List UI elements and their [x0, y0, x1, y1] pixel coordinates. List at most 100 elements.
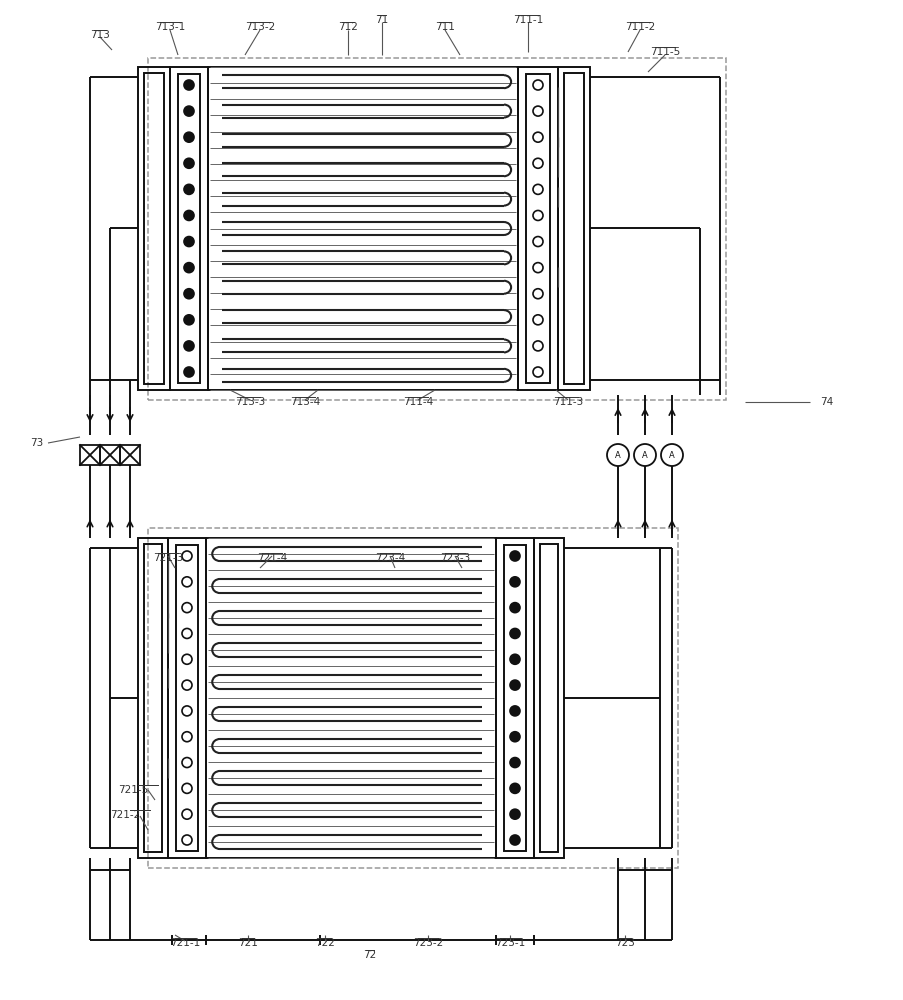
- Text: A: A: [614, 450, 620, 460]
- Circle shape: [509, 654, 519, 664]
- Circle shape: [182, 732, 191, 742]
- Circle shape: [606, 444, 628, 466]
- Bar: [517, 67, 557, 390]
- Text: 723-4: 723-4: [375, 553, 405, 563]
- Text: A: A: [641, 450, 647, 460]
- Circle shape: [182, 577, 191, 587]
- Circle shape: [509, 551, 519, 561]
- Circle shape: [509, 835, 519, 845]
- Bar: [148, 58, 725, 400]
- Circle shape: [509, 680, 519, 690]
- Bar: [539, 544, 557, 852]
- Text: 723-1: 723-1: [494, 938, 525, 948]
- Circle shape: [182, 809, 191, 819]
- Circle shape: [533, 263, 543, 273]
- Circle shape: [509, 577, 519, 587]
- Circle shape: [182, 706, 191, 716]
- Text: 711-4: 711-4: [403, 397, 433, 407]
- Circle shape: [184, 263, 194, 273]
- Circle shape: [533, 106, 543, 116]
- Circle shape: [184, 106, 194, 116]
- Text: 713-4: 713-4: [290, 397, 320, 407]
- Circle shape: [533, 210, 543, 220]
- Circle shape: [184, 341, 194, 351]
- Text: 73: 73: [30, 438, 43, 448]
- Bar: [120, 445, 140, 465]
- Bar: [563, 73, 583, 384]
- Text: 711-1: 711-1: [512, 15, 543, 25]
- Text: 721-4: 721-4: [256, 553, 287, 563]
- Circle shape: [184, 158, 194, 168]
- Bar: [206, 538, 496, 858]
- Circle shape: [184, 289, 194, 299]
- Text: A: A: [668, 450, 675, 460]
- Circle shape: [184, 315, 194, 325]
- Text: 722: 722: [315, 938, 335, 948]
- Bar: [148, 528, 677, 868]
- Text: 72: 72: [363, 950, 377, 960]
- Circle shape: [509, 758, 519, 768]
- Bar: [208, 67, 517, 390]
- Bar: [176, 545, 198, 851]
- Bar: [496, 538, 534, 858]
- Text: 721-1: 721-1: [170, 938, 200, 948]
- Bar: [534, 538, 563, 858]
- Text: 721-3: 721-3: [153, 553, 183, 563]
- Circle shape: [509, 732, 519, 742]
- Text: 723: 723: [614, 938, 634, 948]
- Text: 74: 74: [819, 397, 833, 407]
- Circle shape: [182, 680, 191, 690]
- Text: 721-2: 721-2: [109, 810, 140, 820]
- Circle shape: [533, 132, 543, 142]
- Circle shape: [533, 315, 543, 325]
- Bar: [504, 545, 526, 851]
- Circle shape: [533, 80, 543, 90]
- Circle shape: [533, 158, 543, 168]
- Text: 711-5: 711-5: [649, 47, 679, 57]
- Text: 713: 713: [90, 30, 110, 40]
- Bar: [526, 74, 549, 383]
- Text: 723-2: 723-2: [413, 938, 442, 948]
- Bar: [138, 538, 168, 858]
- Circle shape: [533, 184, 543, 194]
- Circle shape: [182, 628, 191, 638]
- Circle shape: [182, 783, 191, 793]
- Circle shape: [509, 783, 519, 793]
- Circle shape: [182, 603, 191, 613]
- Text: 723-3: 723-3: [440, 553, 470, 563]
- Circle shape: [182, 835, 191, 845]
- Text: 71: 71: [375, 15, 388, 25]
- Bar: [170, 67, 208, 390]
- Bar: [557, 67, 590, 390]
- Bar: [144, 73, 163, 384]
- Circle shape: [184, 210, 194, 220]
- Circle shape: [182, 654, 191, 664]
- Circle shape: [184, 80, 194, 90]
- Text: 721: 721: [237, 938, 257, 948]
- Circle shape: [184, 132, 194, 142]
- Bar: [138, 67, 170, 390]
- Circle shape: [509, 628, 519, 638]
- Circle shape: [533, 237, 543, 247]
- Circle shape: [533, 367, 543, 377]
- Bar: [178, 74, 200, 383]
- Bar: [168, 538, 206, 858]
- Bar: [100, 445, 120, 465]
- Text: 711-3: 711-3: [553, 397, 582, 407]
- Circle shape: [509, 706, 519, 716]
- Circle shape: [509, 809, 519, 819]
- Circle shape: [184, 367, 194, 377]
- Circle shape: [533, 341, 543, 351]
- Text: 713-1: 713-1: [154, 22, 185, 32]
- Circle shape: [533, 289, 543, 299]
- Text: 711-2: 711-2: [624, 22, 655, 32]
- Circle shape: [184, 184, 194, 194]
- Text: 713-2: 713-2: [245, 22, 275, 32]
- Circle shape: [182, 758, 191, 768]
- Text: 711: 711: [434, 22, 454, 32]
- Text: 712: 712: [338, 22, 358, 32]
- Text: 721-5: 721-5: [117, 785, 148, 795]
- Circle shape: [509, 603, 519, 613]
- Circle shape: [184, 237, 194, 247]
- Text: 713-3: 713-3: [235, 397, 265, 407]
